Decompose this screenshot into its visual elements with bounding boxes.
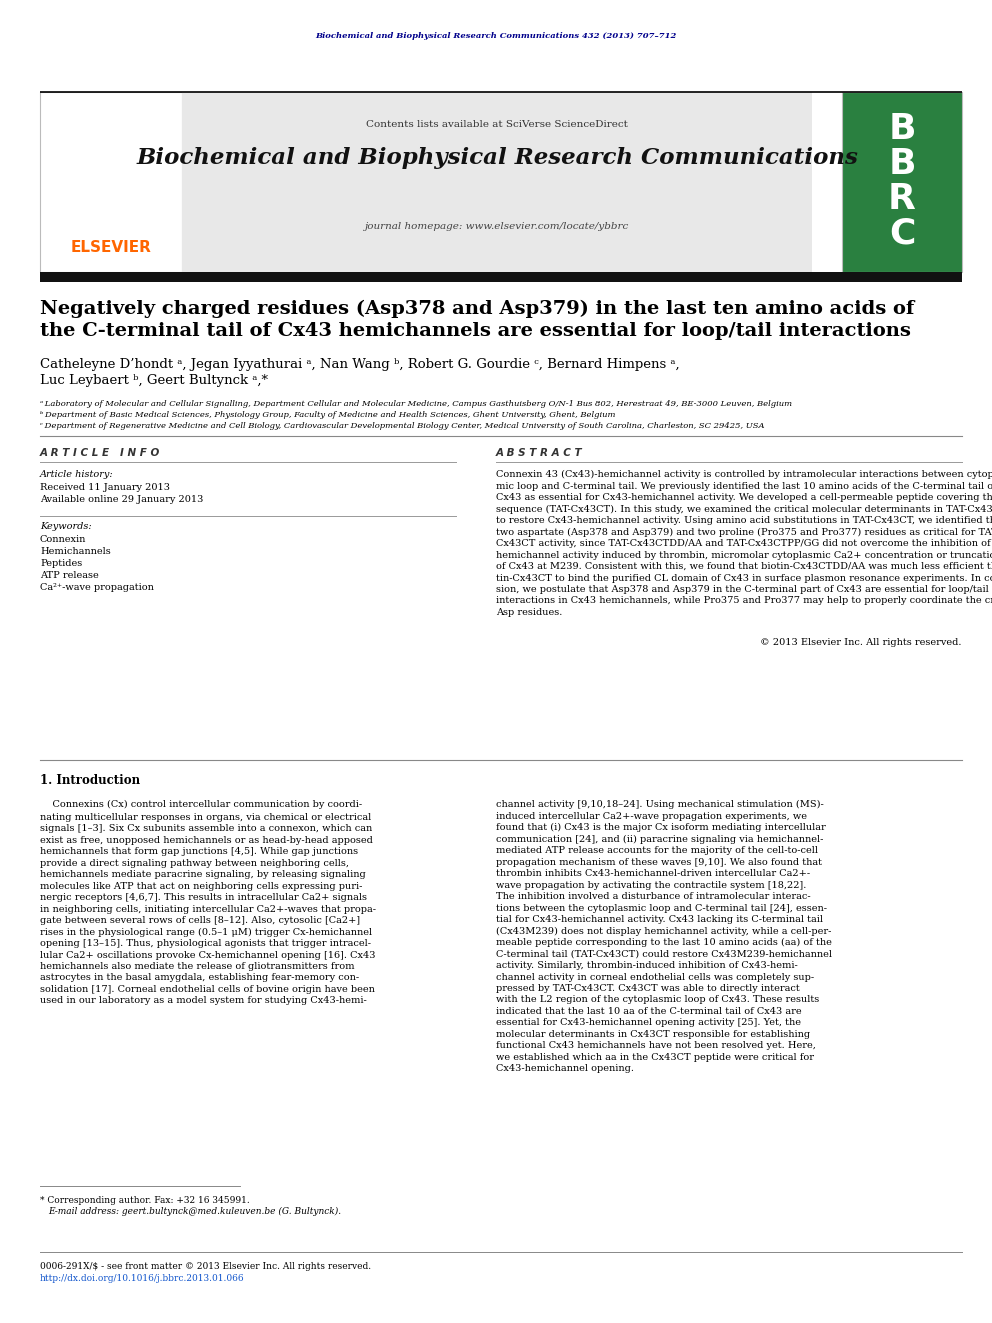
Text: Connexins (Cx) control intercellular communication by coordi-: Connexins (Cx) control intercellular com… xyxy=(40,800,362,810)
Bar xyxy=(40,93,182,273)
Text: Peptides: Peptides xyxy=(40,560,82,568)
Text: Luc Leybaert ᵇ, Geert Bultynck ᵃ,*: Luc Leybaert ᵇ, Geert Bultynck ᵃ,* xyxy=(40,374,268,388)
Text: A R T I C L E   I N F O: A R T I C L E I N F O xyxy=(40,448,161,458)
Text: C: C xyxy=(889,217,916,251)
Text: A B S T R A C T: A B S T R A C T xyxy=(496,448,582,458)
Text: 1. Introduction: 1. Introduction xyxy=(40,774,140,787)
Text: 0006-291X/$ - see front matter © 2013 Elsevier Inc. All rights reserved.: 0006-291X/$ - see front matter © 2013 El… xyxy=(40,1262,371,1271)
Text: E-mail address: geert.bultynck@med.kuleuven.be (G. Bultynck).: E-mail address: geert.bultynck@med.kuleu… xyxy=(48,1207,341,1216)
Text: ELSEVIER: ELSEVIER xyxy=(70,239,152,255)
Text: Connexin: Connexin xyxy=(40,534,86,544)
Bar xyxy=(842,93,962,273)
Text: Connexin 43 (Cx43)-hemichannel activity is controlled by intramolecular interact: Connexin 43 (Cx43)-hemichannel activity … xyxy=(496,470,992,617)
Text: Biochemical and Biophysical Research Communications 432 (2013) 707–712: Biochemical and Biophysical Research Com… xyxy=(315,32,677,40)
Text: journal homepage: www.elsevier.com/locate/ybbrc: journal homepage: www.elsevier.com/locat… xyxy=(365,222,629,232)
Text: Catheleyne D’hondt ᵃ, Jegan Iyyathurai ᵃ, Nan Wang ᵇ, Robert G. Gourdie ᶜ, Berna: Catheleyne D’hondt ᵃ, Jegan Iyyathurai ᵃ… xyxy=(40,359,680,370)
Text: B: B xyxy=(888,112,916,146)
Text: * Corresponding author. Fax: +32 16 345991.: * Corresponding author. Fax: +32 16 3459… xyxy=(40,1196,250,1205)
Text: ATP release: ATP release xyxy=(40,572,99,579)
Text: © 2013 Elsevier Inc. All rights reserved.: © 2013 Elsevier Inc. All rights reserved… xyxy=(761,638,962,647)
Text: Contents lists available at SciVerse ScienceDirect: Contents lists available at SciVerse Sci… xyxy=(366,120,628,130)
Bar xyxy=(40,273,962,282)
Text: http://dx.doi.org/10.1016/j.bbrc.2013.01.066: http://dx.doi.org/10.1016/j.bbrc.2013.01… xyxy=(40,1274,245,1283)
Text: Negatively charged residues (Asp378 and Asp379) in the last ten amino acids of: Negatively charged residues (Asp378 and … xyxy=(40,300,915,319)
Text: channel activity [9,10,18–24]. Using mechanical stimulation (MS)-
induced interc: channel activity [9,10,18–24]. Using mec… xyxy=(496,800,832,1073)
Text: Ca²⁺-wave propagation: Ca²⁺-wave propagation xyxy=(40,583,154,591)
Bar xyxy=(182,93,812,273)
Text: Article history:: Article history: xyxy=(40,470,114,479)
Text: ᵇ Department of Basic Medical Sciences, Physiology Group, Faculty of Medicine an: ᵇ Department of Basic Medical Sciences, … xyxy=(40,411,615,419)
Text: ᶜ Department of Regenerative Medicine and Cell Biology, Cardiovascular Developme: ᶜ Department of Regenerative Medicine an… xyxy=(40,422,765,430)
Text: R: R xyxy=(888,183,916,216)
Text: Received 11 January 2013: Received 11 January 2013 xyxy=(40,483,170,492)
Text: the C-terminal tail of Cx43 hemichannels are essential for loop/tail interaction: the C-terminal tail of Cx43 hemichannels… xyxy=(40,321,911,340)
Text: B: B xyxy=(888,147,916,181)
Text: Available online 29 January 2013: Available online 29 January 2013 xyxy=(40,495,203,504)
Text: ᵃ Laboratory of Molecular and Cellular Signalling, Department Cellular and Molec: ᵃ Laboratory of Molecular and Cellular S… xyxy=(40,400,793,407)
Text: Hemichannels: Hemichannels xyxy=(40,546,111,556)
Text: nating multicellular responses in organs, via chemical or electrical
signals [1–: nating multicellular responses in organs… xyxy=(40,814,376,1005)
Text: Biochemical and Biophysical Research Communications: Biochemical and Biophysical Research Com… xyxy=(136,147,858,169)
Text: Keywords:: Keywords: xyxy=(40,523,91,531)
